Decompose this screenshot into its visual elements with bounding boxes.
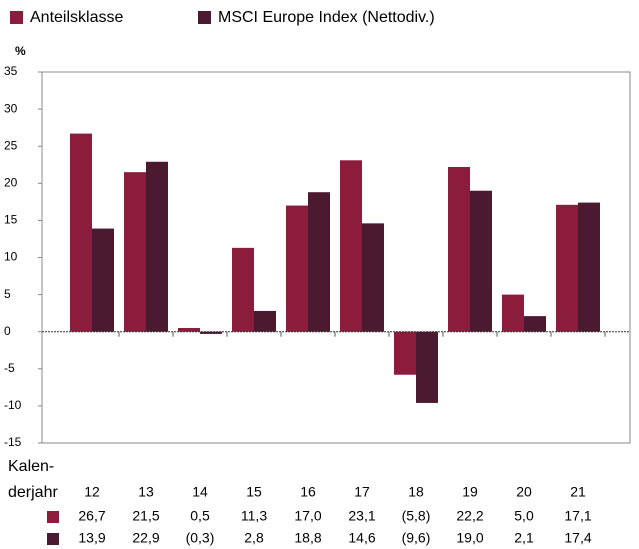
bar — [470, 190, 492, 332]
y-tick-label: 5 — [4, 287, 11, 301]
table-swatch — [47, 533, 59, 545]
bar — [524, 316, 546, 332]
y-tick-label: -5 — [4, 361, 15, 375]
y-tick-label: -15 — [4, 435, 22, 449]
value-label: 2,1 — [514, 530, 534, 546]
value-label: 22,9 — [132, 530, 159, 546]
value-label: 0,5 — [190, 508, 210, 524]
y-tick-label: -10 — [4, 398, 22, 412]
value-label: (0,3) — [186, 530, 215, 546]
legend-label: Anteilsklasse — [30, 9, 123, 26]
legend-swatch — [198, 11, 211, 24]
bar — [578, 202, 600, 332]
y-tick-label: 10 — [4, 250, 18, 264]
value-label: (5,8) — [402, 508, 431, 524]
value-label: 17,1 — [564, 508, 591, 524]
bar — [362, 223, 384, 332]
x-tick-label: 20 — [516, 484, 532, 500]
table-swatch — [47, 511, 59, 523]
bar — [448, 166, 470, 332]
legend-label: MSCI Europe Index (Nettodiv.) — [218, 9, 435, 26]
bar — [556, 204, 578, 332]
x-tick-label: 19 — [462, 484, 478, 500]
bar — [200, 331, 222, 334]
value-label: 18,8 — [294, 530, 321, 546]
legend-swatch — [10, 11, 23, 24]
bar — [340, 160, 362, 332]
x-tick-label: 17 — [354, 484, 370, 500]
value-label: 21,5 — [132, 508, 159, 524]
bar — [254, 310, 276, 332]
x-tick-label: 21 — [570, 484, 586, 500]
y-tick-label: 25 — [4, 138, 18, 152]
x-tick-label: 18 — [408, 484, 424, 500]
x-tick-label: 15 — [246, 484, 262, 500]
bar — [232, 247, 254, 332]
value-label: 5,0 — [514, 508, 534, 524]
y-unit: % — [15, 44, 26, 58]
bar — [394, 331, 416, 375]
y-tick-label: 15 — [4, 213, 18, 227]
bar — [308, 192, 330, 332]
x-tick-label: 12 — [84, 484, 100, 500]
bar — [178, 327, 200, 332]
bar — [70, 133, 92, 332]
value-label: 2,8 — [244, 530, 264, 546]
bar — [416, 331, 438, 403]
x-label: derjahr — [8, 484, 58, 501]
bar — [286, 205, 308, 332]
x-tick-label: 14 — [192, 484, 208, 500]
value-label: 14,6 — [348, 530, 375, 546]
value-label: 22,2 — [456, 508, 483, 524]
x-tick-label: 13 — [138, 484, 154, 500]
x-tick-label: 16 — [300, 484, 316, 500]
y-tick-label: 35 — [4, 64, 18, 78]
x-label: Kalen- — [8, 458, 54, 475]
value-label: 26,7 — [78, 508, 105, 524]
y-tick-label: 30 — [4, 101, 18, 115]
value-label: 23,1 — [348, 508, 375, 524]
bar — [146, 161, 168, 332]
y-tick-label: 0 — [4, 324, 11, 338]
value-label: (9,6) — [402, 530, 431, 546]
bar — [502, 294, 524, 332]
value-label: 17,4 — [564, 530, 591, 546]
bar — [124, 172, 146, 332]
value-label: 13,9 — [78, 530, 105, 546]
value-label: 11,3 — [241, 508, 267, 524]
y-tick-label: 20 — [4, 175, 18, 189]
value-label: 19,0 — [456, 530, 483, 546]
bar — [92, 228, 114, 332]
value-label: 17,0 — [294, 508, 321, 524]
